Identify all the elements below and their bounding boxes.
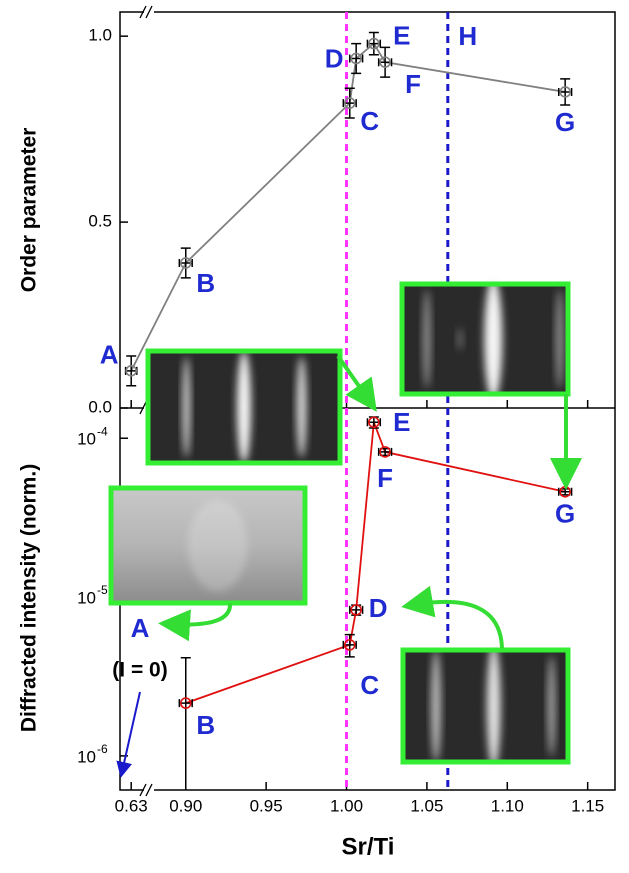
y-tick-exponent: -6 [97,742,108,756]
arrow [122,692,140,772]
image-streak [484,279,502,400]
point-label: A [131,613,150,643]
rheed-image [148,351,340,463]
image-bg [403,650,568,762]
point-label: A [100,340,119,370]
point-label: F [377,463,393,493]
point-label: F [405,69,421,99]
image-streak [457,328,463,350]
y-tick-exponent: -4 [97,424,108,438]
x-tick-label: 1.05 [410,796,443,815]
image-streak [431,650,441,762]
arrow [170,603,230,625]
y-tick-label: 10 [77,747,96,766]
image-streak [548,656,556,757]
arrow [338,356,370,402]
point-label: D [325,43,344,73]
x-tick-label: 1.00 [330,796,363,815]
y-error-bar [181,658,191,873]
image-streak [556,290,564,389]
y-axis-title: Order parameter [18,128,41,293]
x-tick-label: 1.15 [571,796,604,815]
rheed-image [403,644,568,767]
point-label: D [369,593,388,623]
point-label: E [393,20,410,50]
point-label: C [360,670,379,700]
y-tick-label: 10 [77,589,96,608]
x-tick-label: 1.10 [491,796,524,815]
image-streak [297,357,307,458]
image-streak [423,290,431,389]
reference-label: H [458,21,477,51]
y-tick-label: 0.5 [88,212,112,231]
point-label: G [555,107,575,137]
y-tick-label: 10 [77,430,96,449]
point-label: E [393,407,410,437]
rheed-image [402,279,568,400]
x-tick-label: 0.90 [169,796,202,815]
y-tick-label: 1.0 [88,26,112,45]
point-label: B [196,268,215,298]
x-axis-title: Sr/Ti [342,833,395,860]
zero-intensity-note: (I = 0) [112,659,167,682]
x-tick-label: 0.63 [115,796,148,815]
point-label: C [360,106,379,136]
x-tick-label: 0.95 [250,796,283,815]
y-axis-title: Diffracted intensity (norm.) [18,464,41,732]
y-tick-exponent: -5 [97,583,108,597]
image-streak [487,644,501,767]
point-label: G [555,499,575,529]
chart: Order parameter Diffracted intensity (no… [0,0,629,873]
y-tick-label: 0.0 [88,397,112,416]
image-streak [188,500,248,592]
point-label: B [196,710,215,740]
rheed-image [111,488,305,603]
image-streak [237,351,251,463]
arrow [413,602,502,648]
image-streak [182,357,190,458]
